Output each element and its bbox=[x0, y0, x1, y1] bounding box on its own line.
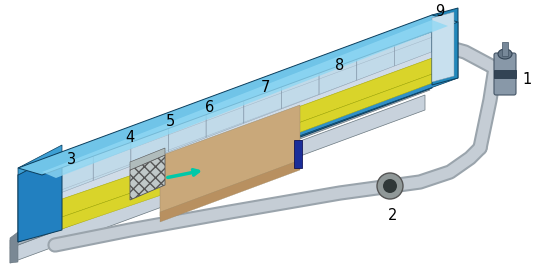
Bar bbox=[502, 42, 508, 56]
Text: 5: 5 bbox=[165, 115, 175, 129]
Polygon shape bbox=[169, 106, 206, 166]
Polygon shape bbox=[130, 148, 165, 170]
Polygon shape bbox=[18, 15, 458, 175]
Ellipse shape bbox=[498, 49, 512, 59]
Bar bbox=[294, 140, 302, 168]
Text: 2: 2 bbox=[388, 208, 397, 222]
Polygon shape bbox=[18, 152, 62, 242]
Text: 3: 3 bbox=[68, 153, 76, 168]
Text: 6: 6 bbox=[205, 100, 215, 116]
Polygon shape bbox=[42, 20, 448, 178]
Text: 9: 9 bbox=[435, 5, 444, 20]
Text: 8: 8 bbox=[335, 57, 345, 73]
Polygon shape bbox=[56, 147, 93, 208]
Polygon shape bbox=[10, 87, 430, 248]
Polygon shape bbox=[394, 22, 432, 82]
Circle shape bbox=[377, 173, 403, 199]
Text: 4: 4 bbox=[126, 131, 135, 146]
Bar bbox=[494, 70, 516, 78]
FancyBboxPatch shape bbox=[494, 53, 516, 95]
Polygon shape bbox=[10, 232, 18, 263]
Polygon shape bbox=[62, 145, 220, 217]
Polygon shape bbox=[432, 12, 454, 82]
Polygon shape bbox=[18, 22, 432, 242]
Text: 7: 7 bbox=[260, 81, 270, 95]
Polygon shape bbox=[18, 145, 62, 175]
Polygon shape bbox=[18, 43, 455, 223]
Polygon shape bbox=[206, 92, 244, 152]
Polygon shape bbox=[42, 22, 458, 230]
Polygon shape bbox=[131, 119, 169, 180]
Polygon shape bbox=[357, 36, 394, 96]
Polygon shape bbox=[93, 133, 131, 194]
Polygon shape bbox=[290, 57, 435, 126]
Polygon shape bbox=[10, 95, 425, 263]
Polygon shape bbox=[160, 160, 300, 222]
Polygon shape bbox=[281, 64, 319, 124]
Polygon shape bbox=[130, 155, 165, 200]
Polygon shape bbox=[290, 73, 435, 136]
Text: 1: 1 bbox=[523, 73, 532, 88]
Polygon shape bbox=[18, 161, 56, 222]
Polygon shape bbox=[432, 8, 458, 85]
Polygon shape bbox=[319, 50, 357, 110]
Polygon shape bbox=[244, 78, 281, 138]
Circle shape bbox=[383, 179, 397, 193]
Polygon shape bbox=[160, 105, 300, 216]
Polygon shape bbox=[62, 162, 220, 229]
